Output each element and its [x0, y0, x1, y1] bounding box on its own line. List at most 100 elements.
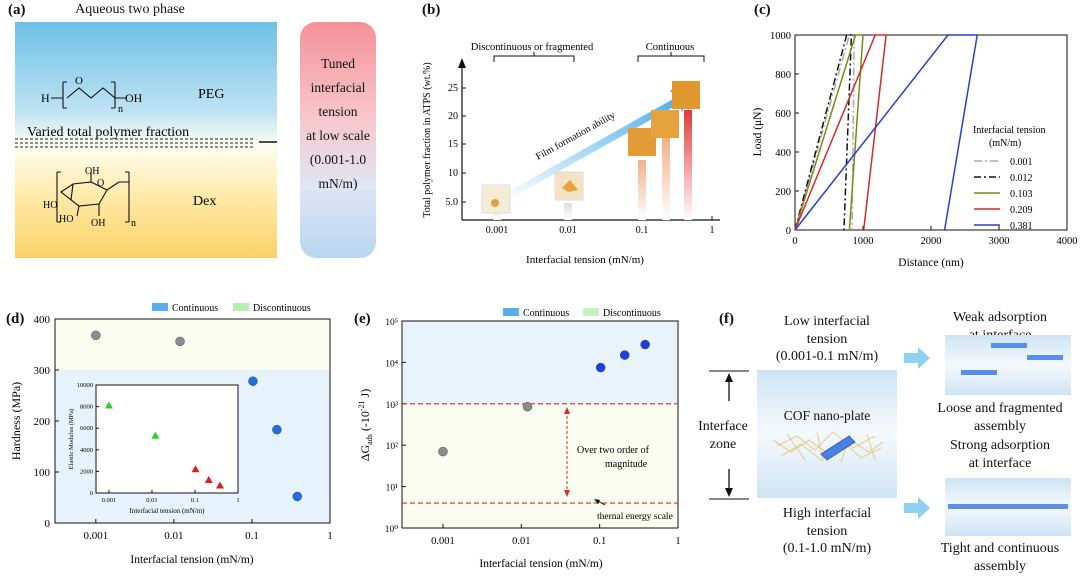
c-ylabel: Load (μN): [752, 108, 764, 157]
d-point-discontinuous: [175, 336, 185, 347]
strong-box: [945, 478, 1071, 536]
d-point-continuous: [292, 491, 302, 502]
d-ytick-label: 400: [34, 314, 51, 326]
f-high-1: High interfacial: [782, 506, 872, 521]
d-ylabel: Hardness (MPa): [9, 382, 23, 460]
e-annot-order-1: Over two order of: [577, 445, 650, 456]
d-inset-ytick-label: 10000: [77, 382, 93, 389]
d-inset-ytick-label: 2000: [80, 468, 93, 475]
b-ytick-3: 15: [448, 139, 458, 150]
e-point-continuous: [595, 362, 606, 373]
dex-oh1: OH: [91, 218, 105, 229]
panel-a-chem: H O n OH PEG Varied total polymer fracti…: [15, 75, 277, 229]
f-zone-1: Interface: [698, 419, 748, 434]
d-ytick-label: 300: [34, 365, 51, 377]
peg-n: n: [118, 104, 123, 115]
panel-b-label: (b): [422, 2, 441, 18]
panel-f-label: (f): [719, 311, 734, 327]
panel-d-chart: Continuous Discontinuous 0 100 200 300 400 0…: [9, 303, 333, 566]
d-ytick-label: 200: [34, 416, 51, 428]
d-inset-xtick-label: 0.1: [191, 497, 199, 504]
e-xtick-label: 0.1: [593, 536, 606, 547]
f-cof-label: COF nano-plate: [783, 408, 871, 423]
weak-box: [945, 335, 1071, 395]
c-legend-label: 0.012: [1010, 173, 1033, 184]
b-discontinuous: Discontinuous or fragmented: [471, 42, 594, 53]
c-legend-label: 0.209: [1010, 205, 1033, 216]
c-legend-title-2: (mN/m): [989, 138, 1021, 149]
e-ytick-label: 10⁵: [385, 318, 398, 328]
peg-label: PEG: [198, 87, 224, 102]
d-disc-region: [55, 319, 330, 370]
d-legend-continuous: Continuous: [172, 303, 218, 314]
e-legend-continuous: Continuous: [523, 308, 569, 319]
tuned-line-5: (0.001-1.0: [309, 152, 367, 167]
panel-b-chart: 5.0 10 15 20 25 0.001 0.01 0.1 1 Interfa…: [422, 42, 720, 266]
d-xtick-label: 0.01: [164, 530, 183, 542]
dex-oh2: OH: [85, 166, 99, 177]
c-xtick-label: 3000: [989, 236, 1010, 247]
e-ytick-label: 10³: [386, 401, 399, 411]
e-legend-swatch-disc: [583, 308, 599, 316]
c-legend-label: 0.103: [1010, 189, 1033, 200]
f-tight-1: Tight and continuous: [940, 541, 1060, 556]
c-legend-title-1: Interfacial tension: [973, 125, 1045, 136]
c-ytick-label: 400: [775, 148, 791, 159]
c-series-line-0.012: [794, 34, 853, 231]
d-inset-point-discontinuous: [151, 431, 160, 439]
e-annot-thermal: thernal energy scale: [597, 512, 673, 522]
b-continuous: Continuous: [646, 42, 694, 53]
e-ytick-label: 10²: [386, 442, 399, 452]
e-point-continuous: [640, 339, 650, 350]
c-xlabel: Distance (nm): [898, 257, 964, 269]
d-point-discontinuous: [91, 330, 101, 341]
panel-c-label: (c): [754, 2, 771, 18]
tuned-line-2: interfacial: [310, 80, 366, 95]
b-xtick-2: 0.01: [559, 225, 577, 236]
c-legend-label: 0.001: [1010, 157, 1033, 168]
b-ytick-5: 25: [448, 83, 458, 94]
dex-n: n: [131, 218, 136, 229]
peg-o: O: [75, 75, 83, 87]
f-strong-1: Strong adsorption: [950, 438, 1050, 453]
e-point-discontinuous: [522, 402, 533, 412]
peg-h: H: [41, 91, 50, 105]
d-legend-discontinuous: Discontinuous: [253, 303, 311, 314]
dex-ho2: HO: [59, 214, 73, 225]
f-weak-1: Weak adsorption: [952, 310, 1048, 325]
panel-d-label: (d): [6, 311, 25, 327]
c-ytick-label: 800: [775, 70, 791, 81]
c-ytick-label: 200: [775, 187, 791, 198]
d-xtick-label: 1: [327, 530, 333, 542]
dex-structure: [56, 171, 130, 223]
peg-structure: [51, 81, 127, 109]
d-legend-swatch-cont: [152, 303, 168, 311]
d-legend-swatch-disc: [233, 303, 249, 311]
interface-zone-box: [757, 370, 897, 498]
e-xtick-label: 0.01: [512, 536, 530, 547]
peg-oh: OH: [125, 91, 143, 105]
d-inset-point-continuous: [204, 476, 213, 484]
b-xtick-4: 1: [710, 225, 715, 236]
c-series-line-0.209: [794, 34, 887, 231]
d-point-continuous: [272, 424, 282, 435]
e-ylabel: ΔGads (-10-21 J): [357, 389, 374, 461]
atps-beaker: [15, 22, 277, 258]
d-inset-ytick-label: 0: [90, 490, 93, 497]
d-ytick-label: 0: [45, 518, 51, 530]
c-ytick-label: 1000: [770, 31, 791, 42]
d-inset-ytick-label: 6000: [80, 425, 93, 432]
c-series-line-0.381: [794, 34, 979, 231]
f-low-2: tension: [806, 331, 848, 347]
tuned-box: [300, 22, 376, 258]
f-loose-2: assembly: [973, 418, 1027, 434]
b-ytick-2: 10: [448, 168, 458, 179]
e-annot-order-2: magnitude: [605, 459, 648, 470]
d-inset-point-continuous: [191, 465, 200, 473]
e-legend-discontinuous: Discontinuous: [603, 308, 661, 319]
d-inset-xlabel: Interfacial tension (mN/m): [129, 507, 205, 515]
d-xtick-label: 0.001: [83, 530, 108, 542]
e-legend-swatch-cont: [503, 308, 519, 316]
e-point-discontinuous: [438, 446, 448, 457]
f-tight-2: assembly: [973, 558, 1027, 574]
